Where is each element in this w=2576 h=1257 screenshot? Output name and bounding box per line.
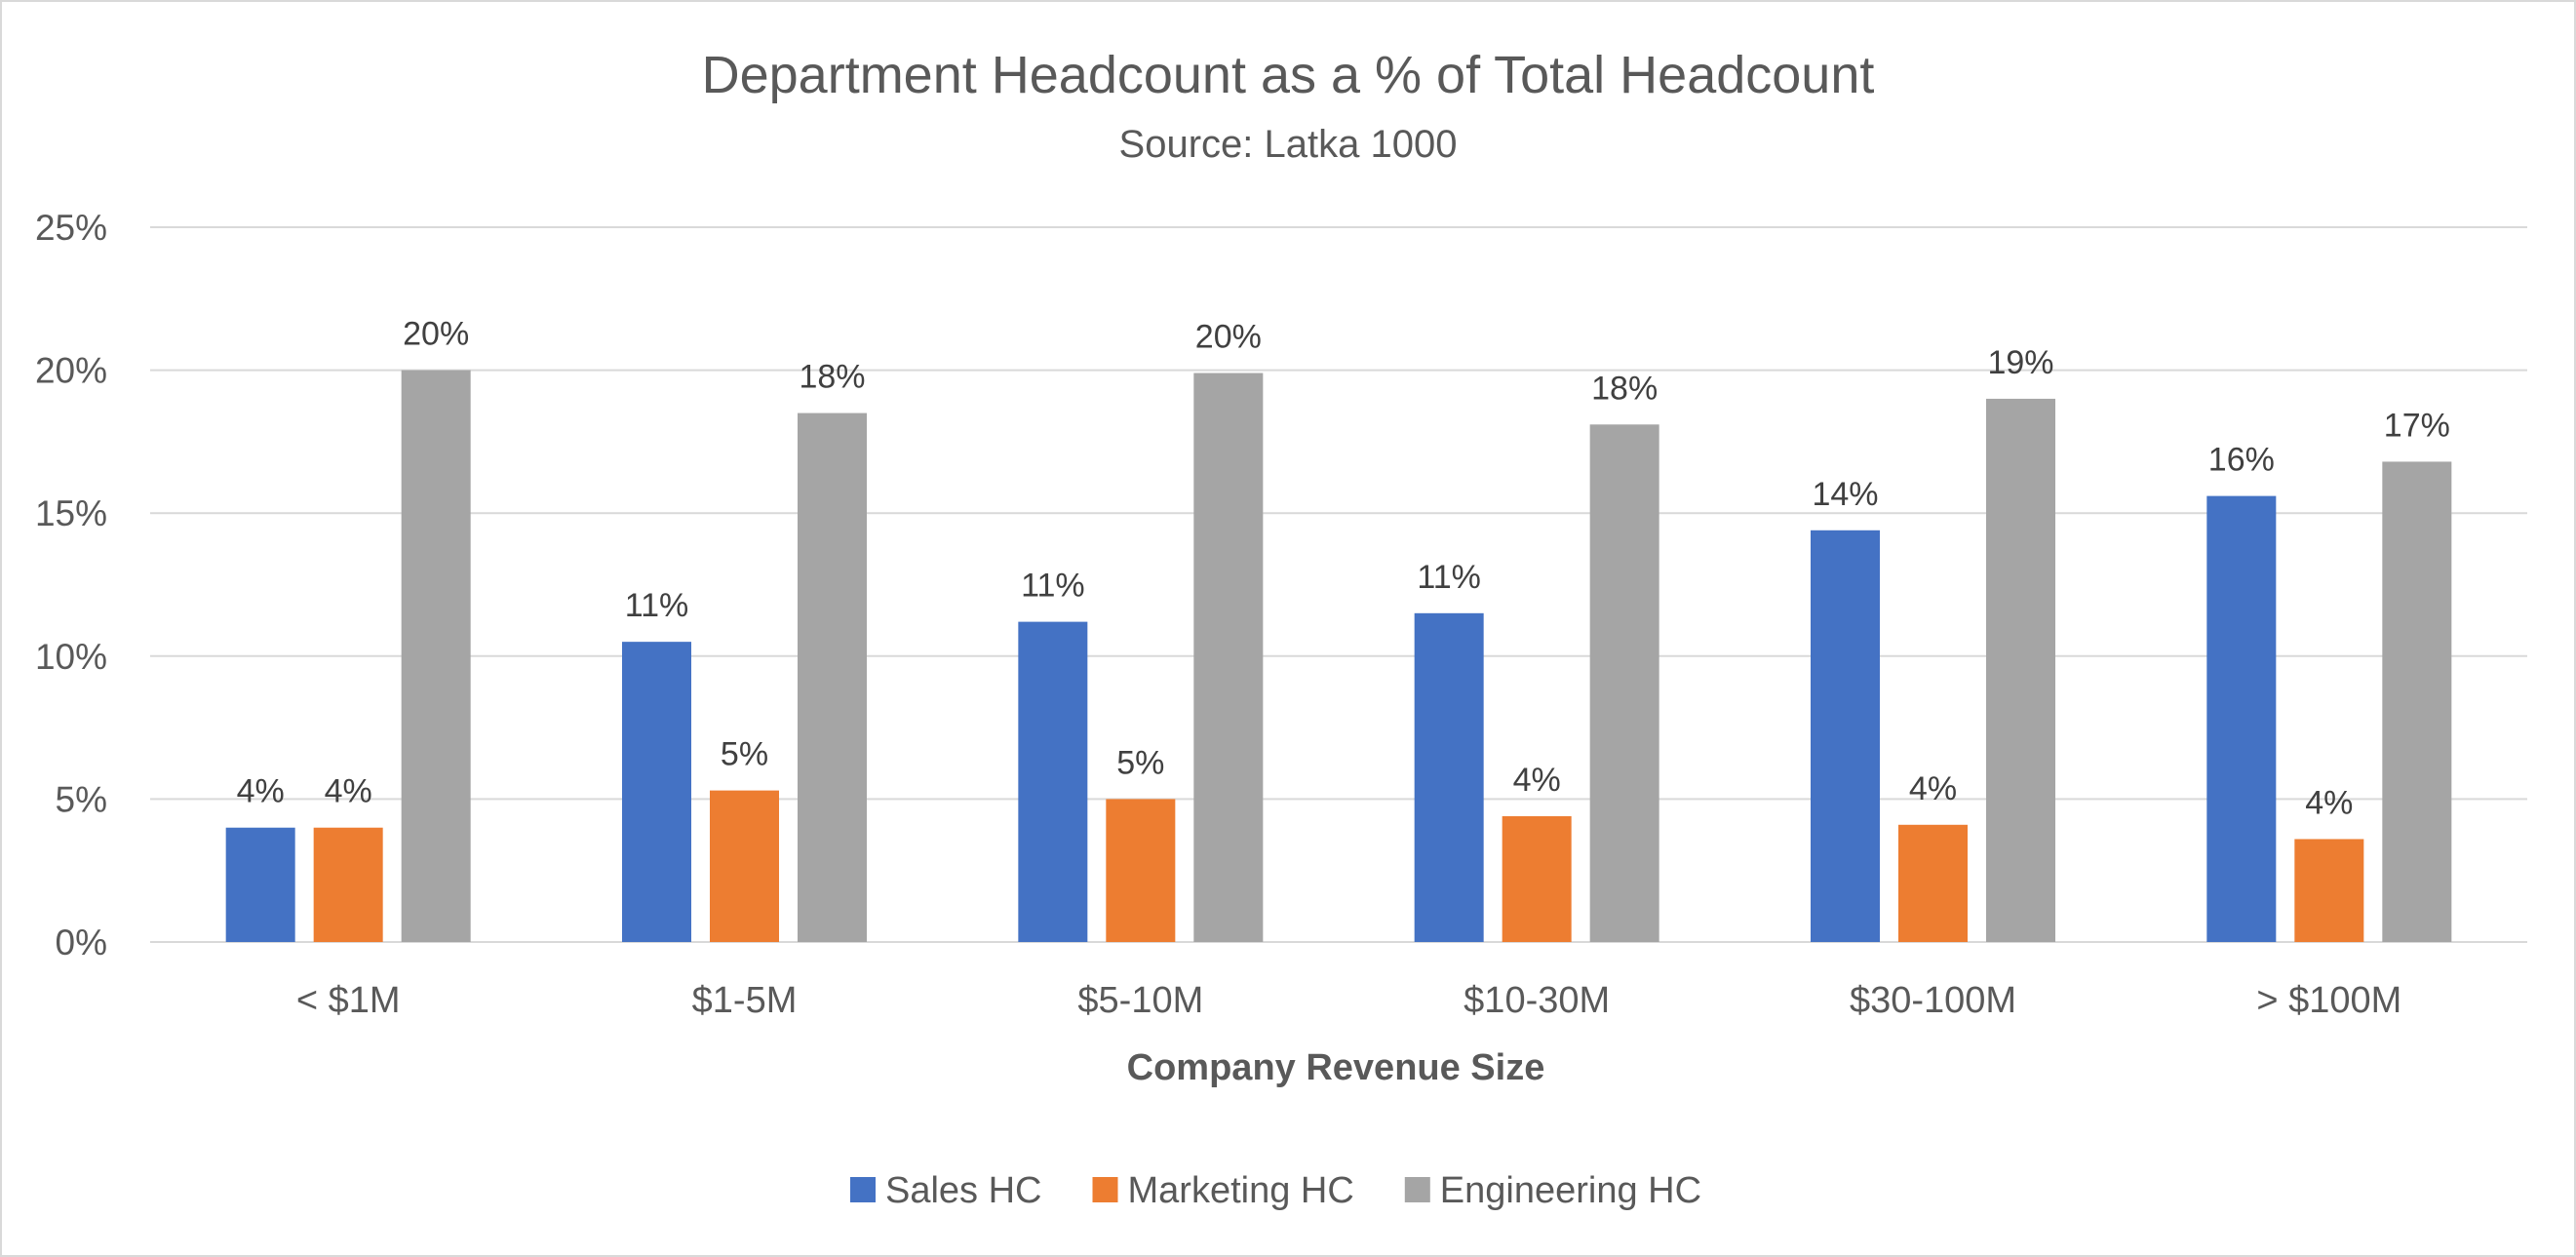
y-tick-label: 20% bbox=[35, 351, 107, 391]
gridlines bbox=[150, 226, 2527, 943]
bar bbox=[1898, 824, 1968, 942]
legend-swatch bbox=[850, 1177, 876, 1202]
legend-label: Engineering HC bbox=[1440, 1170, 1701, 1211]
bar bbox=[1018, 621, 1088, 942]
bar bbox=[1193, 373, 1264, 943]
bar bbox=[1414, 612, 1484, 942]
data-label: 14% bbox=[1812, 476, 1878, 513]
data-label: 11% bbox=[1417, 559, 1481, 596]
data-label: 20% bbox=[1195, 319, 1262, 356]
data-label: 4% bbox=[2305, 784, 2353, 821]
data-label: 11% bbox=[625, 587, 689, 624]
bars bbox=[225, 370, 2452, 943]
bar bbox=[2382, 461, 2452, 942]
bar bbox=[401, 370, 471, 943]
y-axis-ticks: 0% 5% 10% 15% 20% 25% bbox=[35, 208, 107, 962]
x-tick-label: $30-100M bbox=[1850, 980, 2016, 1021]
y-tick-label: 25% bbox=[35, 208, 107, 248]
data-label: 16% bbox=[2208, 442, 2275, 479]
data-label: 20% bbox=[403, 316, 469, 353]
legend-label: Marketing HC bbox=[1128, 1170, 1354, 1211]
x-tick-label: $10-30M bbox=[1464, 980, 1610, 1021]
data-label: 18% bbox=[799, 359, 865, 396]
y-tick-label: 15% bbox=[35, 493, 107, 533]
legend-swatch bbox=[1092, 1177, 1118, 1202]
legend-item: Sales HC bbox=[850, 1170, 1042, 1211]
bar bbox=[2294, 839, 2364, 942]
bar bbox=[622, 642, 691, 942]
bar bbox=[1106, 799, 1176, 942]
data-label: 4% bbox=[237, 773, 285, 810]
legend-label: Sales HC bbox=[885, 1170, 1042, 1211]
data-label: 18% bbox=[1591, 370, 1658, 407]
x-tick-label: $5-10M bbox=[1077, 980, 1203, 1021]
chart-title: Department Headcount as a % of Total Hea… bbox=[702, 46, 1875, 104]
legend-item: Engineering HC bbox=[1404, 1170, 1701, 1211]
chart-subtitle: Source: Latka 1000 bbox=[1119, 123, 1458, 166]
y-tick-label: 5% bbox=[56, 779, 107, 819]
bar bbox=[710, 790, 779, 942]
bar bbox=[798, 412, 867, 943]
data-label: 17% bbox=[2384, 407, 2450, 444]
x-tick-label: > $100M bbox=[2256, 980, 2401, 1021]
data-label: 5% bbox=[1116, 744, 1164, 781]
bar bbox=[313, 827, 383, 942]
legend-swatch bbox=[1404, 1177, 1430, 1202]
bar bbox=[225, 827, 295, 942]
legend-item: Marketing HC bbox=[1092, 1170, 1354, 1211]
data-label: 4% bbox=[325, 773, 372, 810]
y-tick-label: 10% bbox=[35, 637, 107, 677]
data-label: 5% bbox=[721, 736, 768, 773]
x-axis-ticks: < $1M $1-5M $5-10M $10-30M $30-100M > $100M bbox=[296, 980, 2401, 1021]
data-label: 11% bbox=[1021, 568, 1085, 605]
bar bbox=[1502, 815, 1572, 942]
legend: Sales HC Marketing HC Engineering HC bbox=[850, 1170, 1701, 1211]
bar bbox=[2206, 495, 2277, 942]
data-label: 4% bbox=[1909, 770, 1957, 807]
bar bbox=[1589, 424, 1659, 943]
bar bbox=[1986, 398, 2055, 942]
y-tick-label: 0% bbox=[56, 923, 107, 962]
x-tick-label: $1-5M bbox=[692, 980, 798, 1021]
x-tick-label: < $1M bbox=[296, 980, 401, 1021]
data-label: 19% bbox=[1987, 344, 2053, 381]
x-axis-title: Company Revenue Size bbox=[1127, 1047, 1545, 1088]
bar bbox=[1811, 530, 1880, 942]
data-labels: 4% 4% 20% 11% 5% 18% 11% 5% 20% 11% 4% 18% 14% 4% 19% 1… bbox=[237, 316, 2450, 822]
data-label: 4% bbox=[1513, 762, 1561, 799]
